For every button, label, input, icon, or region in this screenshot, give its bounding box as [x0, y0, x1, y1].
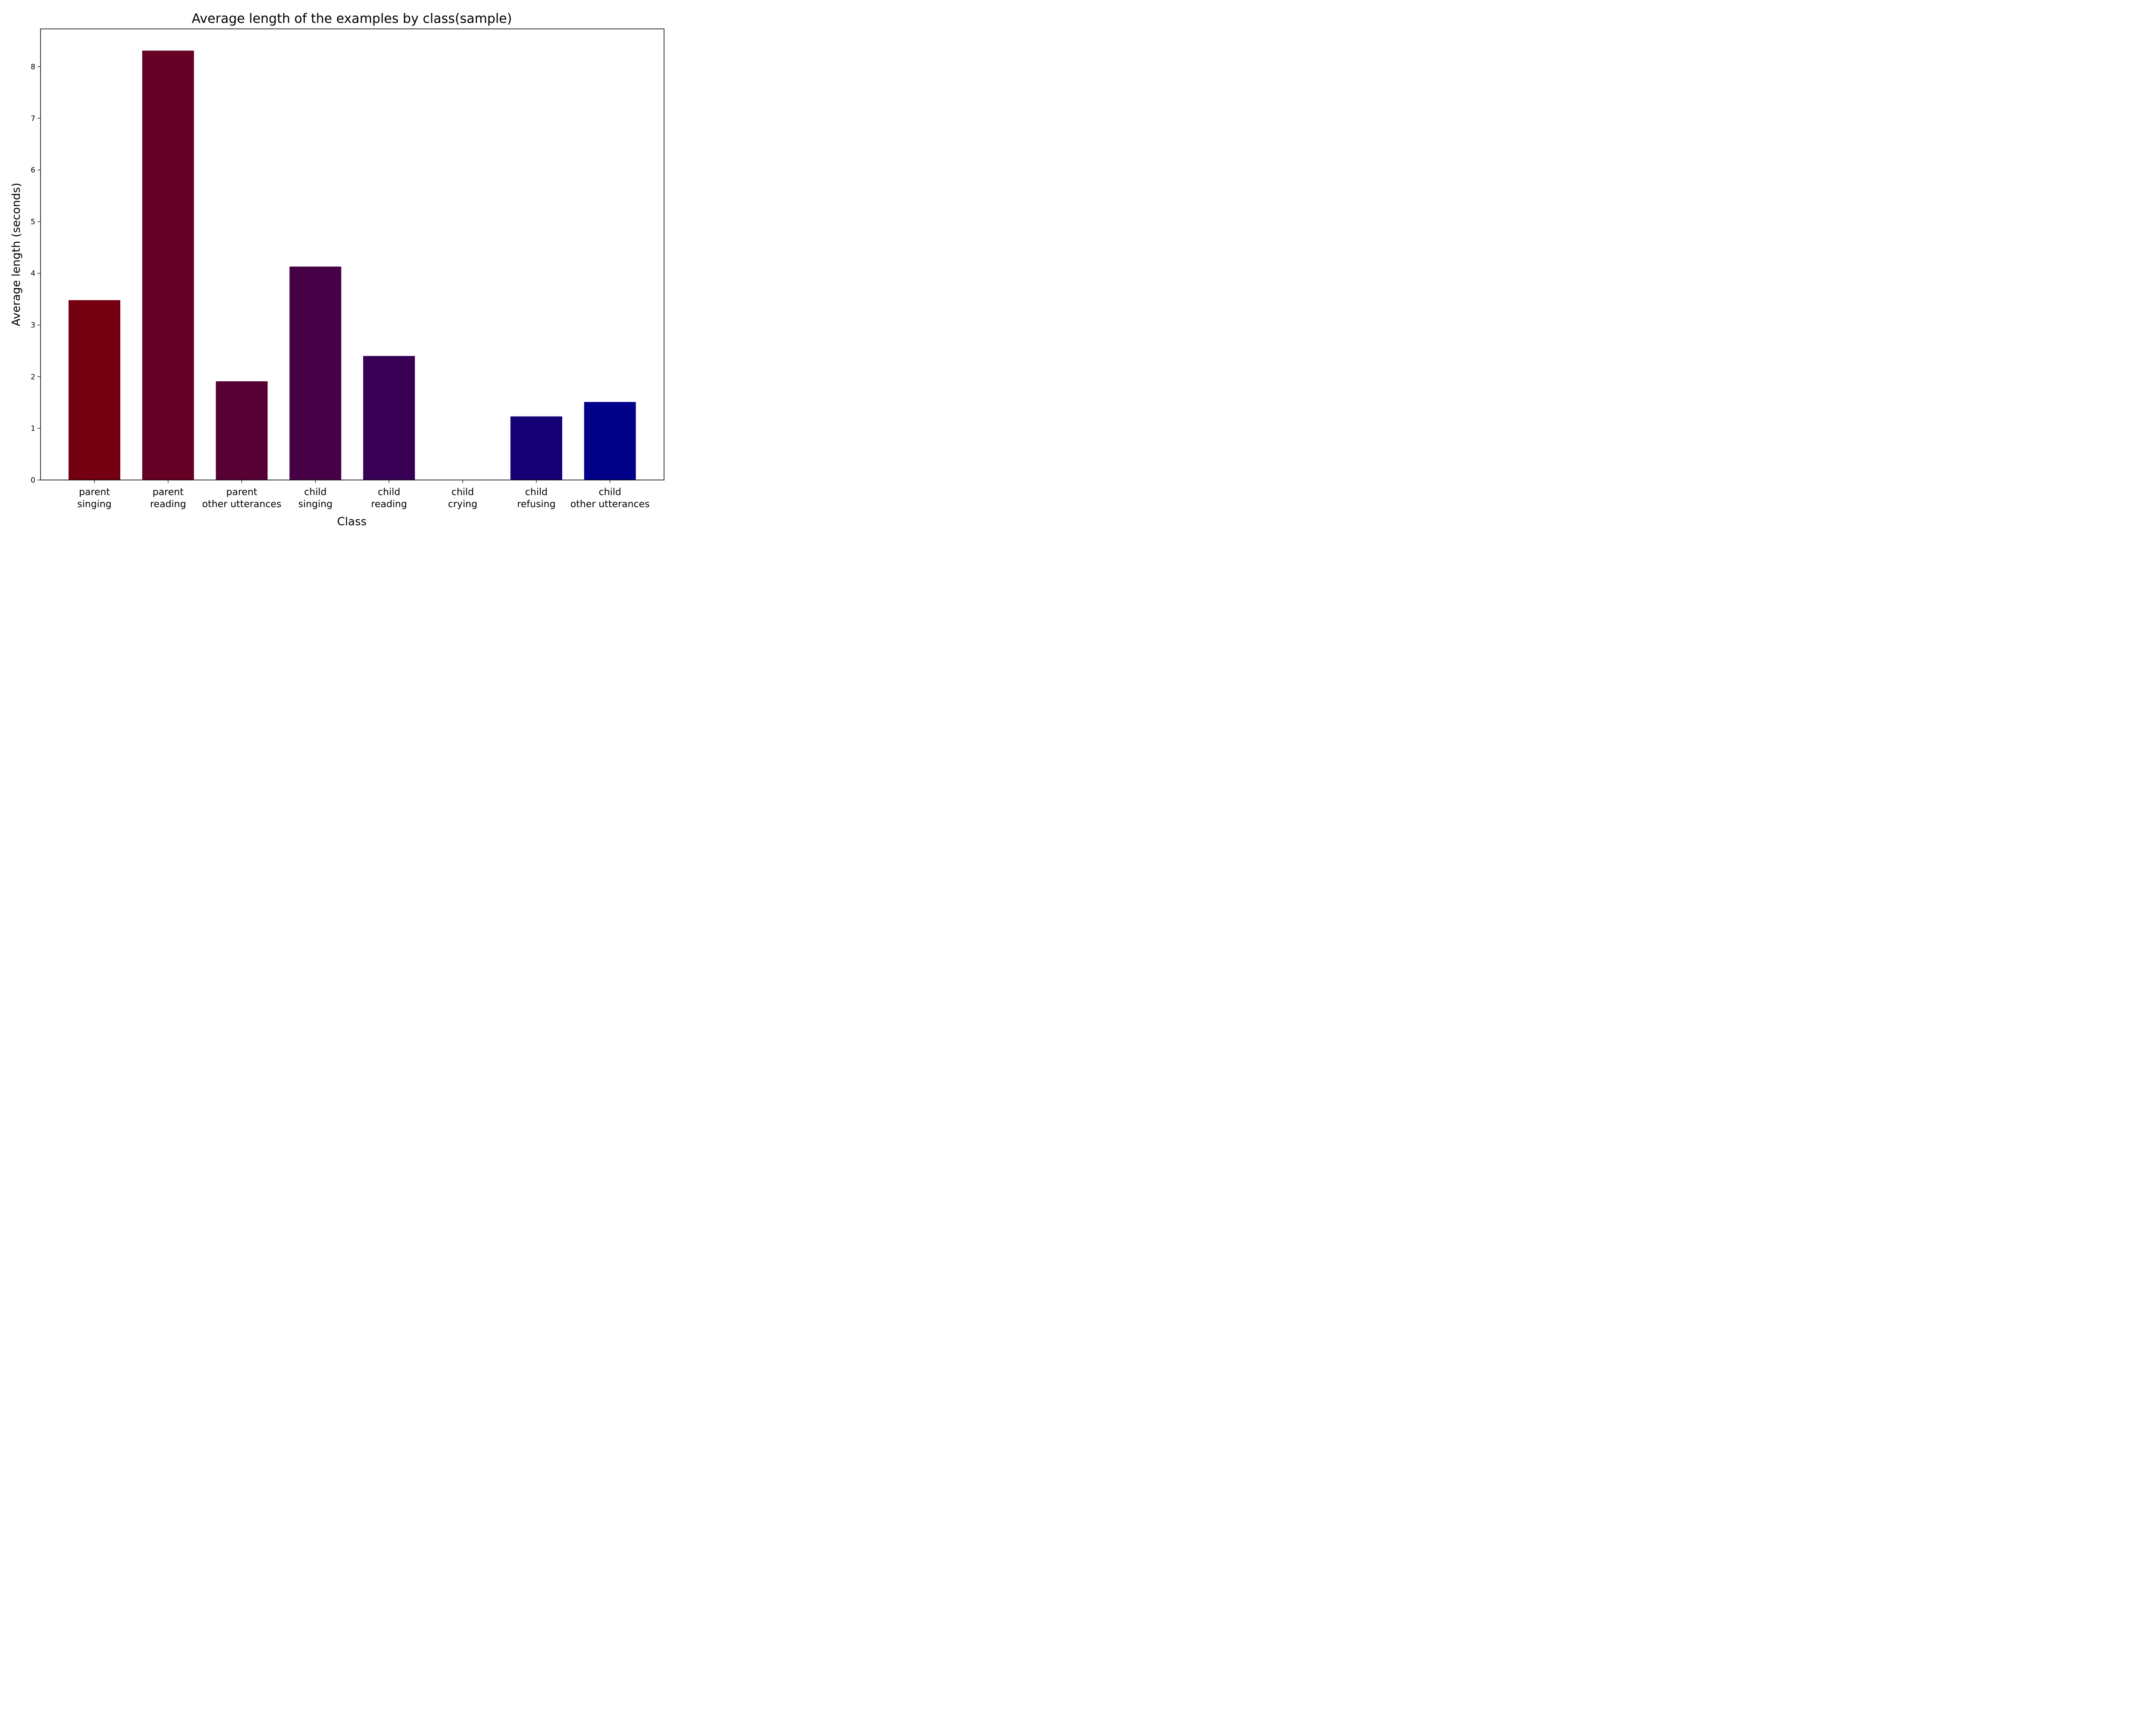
chart-container: Average length of the examples by class(… [0, 0, 674, 539]
y-axis: 0 1 2 3 4 5 6 7 8 [31, 63, 41, 485]
x-tick-label-line: parent [226, 487, 257, 498]
y-tick-label: 0 [31, 476, 35, 485]
bar-chart: Average length of the examples by class(… [10, 11, 664, 528]
bar-child-refusing [510, 416, 562, 480]
x-tick-label-line: child [599, 487, 621, 498]
y-tick-label: 6 [31, 166, 35, 175]
x-tick-label-line: crying [448, 499, 477, 510]
x-axis-label: Class [337, 515, 367, 528]
x-tick-label-parent-other-utterances: parent other utterances [202, 487, 282, 510]
x-tick-label-child-reading: child reading [371, 487, 407, 510]
x-tick-label-line: child [451, 487, 474, 498]
bar-child-singing [289, 267, 342, 480]
x-tick-label-line: singing [77, 499, 112, 510]
y-tick-label: 8 [31, 63, 35, 71]
x-tick-label-child-crying: child crying [448, 487, 477, 510]
x-tick-label-line: reading [150, 499, 186, 510]
x-tick-label-line: other utterances [202, 499, 282, 510]
bars-layer [69, 50, 636, 480]
x-tick-label-parent-singing: parent singing [77, 487, 112, 510]
y-tick-label: 2 [31, 373, 35, 381]
x-tick-label-line: refusing [517, 499, 555, 510]
x-tick-label-line: child [378, 487, 400, 498]
y-tick-label: 1 [31, 424, 35, 433]
x-tick-label-line: reading [371, 499, 407, 510]
y-tick-label: 7 [31, 114, 35, 123]
plot-frame [40, 28, 664, 480]
x-tick-label-line: child [304, 487, 326, 498]
x-tick-label-child-refusing: child refusing [517, 487, 555, 510]
x-tick-label-child-other-utterances: child other utterances [570, 487, 650, 510]
y-tick-label: 4 [31, 270, 35, 278]
chart-title: Average length of the examples by class(… [192, 11, 512, 26]
y-tick-label: 5 [31, 218, 35, 226]
bar-parent-other-utterances [216, 381, 268, 480]
x-tick-label-child-singing: child singing [298, 487, 333, 510]
y-axis-label: Average length (seconds) [10, 183, 23, 326]
bar-child-reading [363, 356, 415, 480]
bar-child-other-utterances [584, 402, 636, 480]
x-tick-label-line: singing [298, 499, 333, 510]
x-tick-label-parent-reading: parent reading [150, 487, 186, 510]
bar-parent-singing [69, 300, 120, 480]
x-tick-label-line: parent [79, 487, 110, 498]
y-tick-label: 3 [31, 321, 35, 330]
x-tick-label-line: child [525, 487, 548, 498]
x-tick-label-line: parent [153, 487, 184, 498]
x-tick-label-line: other utterances [570, 499, 650, 510]
bar-parent-reading [142, 50, 194, 480]
